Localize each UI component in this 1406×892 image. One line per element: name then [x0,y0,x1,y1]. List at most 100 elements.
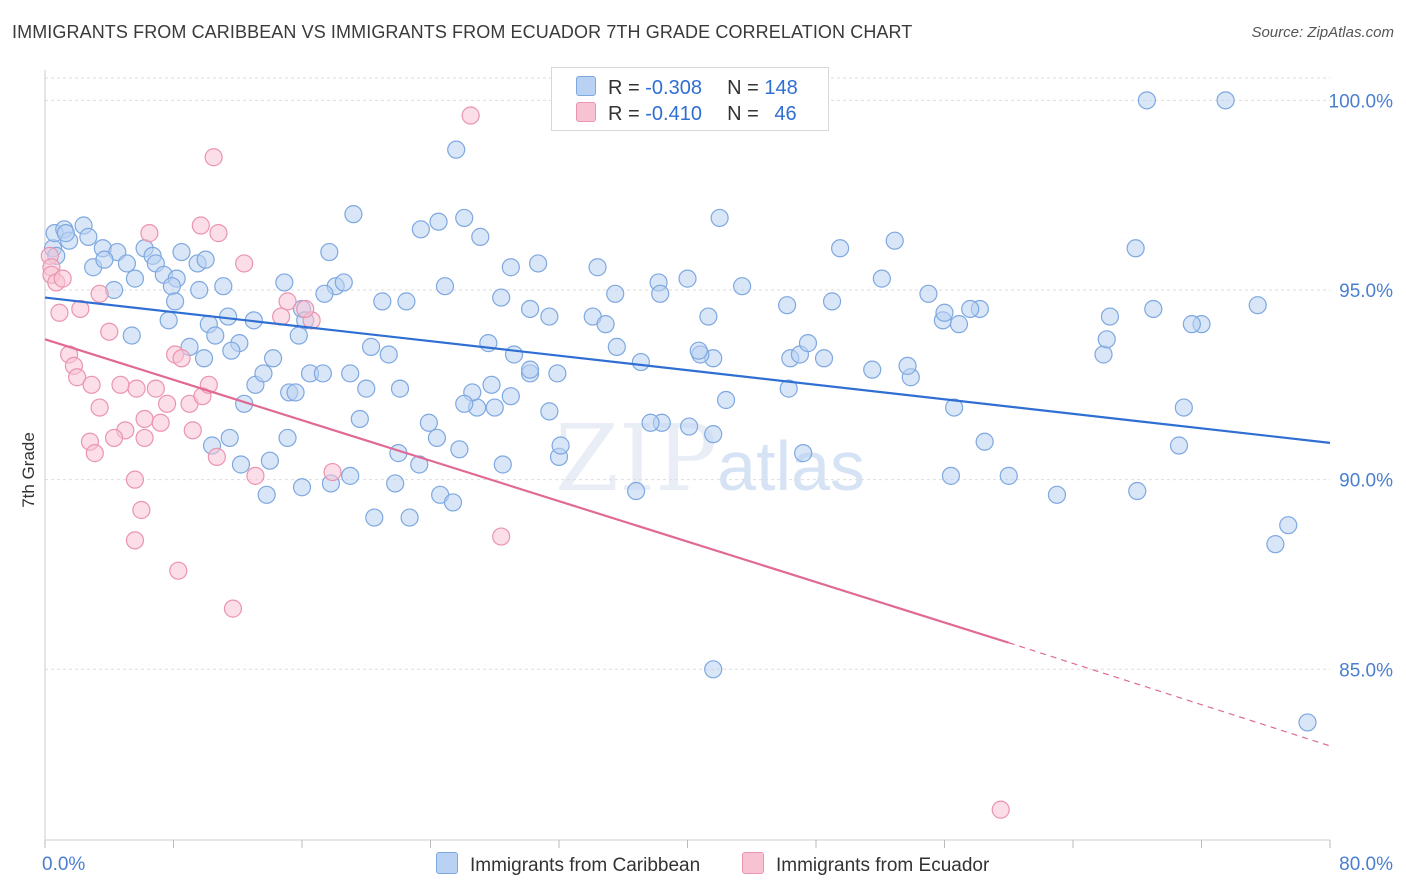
ecuador-trend-line [44,338,1010,644]
caribbean-point [945,398,964,417]
caribbean-point [814,349,834,368]
gridlines [45,77,1330,670]
ecuador-point [461,106,480,125]
caribbean-point [716,390,736,410]
caribbean-point [798,334,818,353]
caribbean-point [822,292,842,311]
ecuador-point [209,224,228,243]
legend-r-label: R = [608,103,640,125]
caribbean-point [493,455,512,474]
legend-n-label: N = [727,103,759,125]
caribbean-point [257,485,276,504]
caribbean-point [220,428,239,448]
ecuador-point [135,428,154,448]
caribbean-point [292,478,312,497]
caribbean-point [999,466,1018,485]
ecuador-point [90,398,109,417]
caribbean-point [501,387,520,406]
caribbean-point [254,364,273,383]
caribbean-point [427,428,447,448]
caribbean-point [214,277,233,296]
caribbean-point [313,364,332,383]
caribbean-point [678,269,697,288]
caribbean-point [162,277,181,296]
caribbean-point [492,288,511,307]
caribbean-point [410,455,429,474]
caribbean-point [79,227,98,246]
caribbean-point [450,440,469,459]
caribbean-point [361,337,381,356]
caribbean-point [260,451,279,470]
y-tick-label: 90.0% [1339,471,1393,492]
y-tick-label: 85.0% [1339,660,1393,681]
caribbean-point [125,269,145,288]
caribbean-point [1174,398,1193,417]
caribbean-point [435,277,455,296]
caribbean-point [1094,345,1113,364]
caribbean-points [43,91,1317,732]
caribbean-point [607,337,626,356]
caribbean-point [429,212,448,231]
ecuador-point [71,299,90,319]
caribbean-point [504,345,524,364]
bottom-legend-swatch-ecuador [742,852,764,874]
caribbean-point [1047,485,1067,504]
caribbean-point [315,284,334,303]
caribbean-point [1298,713,1317,732]
caribbean-point [400,508,419,527]
caribbean-point [935,303,954,322]
caribbean-point [419,413,438,432]
bottom-legend-ecuador: Immigrants from Ecuador [742,852,989,877]
caribbean-point [529,254,548,273]
axes [44,70,1331,848]
caribbean-point [885,231,904,250]
caribbean-point [386,474,405,493]
caribbean-point [626,481,646,501]
legend-r-value: -0.410 [645,103,702,125]
caribbean-point [777,296,797,315]
caribbean-point [56,224,75,243]
ecuador-point [157,394,177,413]
caribbean-point [1097,330,1116,349]
ecuador-point [151,413,170,432]
chart-title: IMMIGRANTS FROM CARIBBEAN VS IMMIGRANTS … [12,22,913,42]
caribbean-point [941,466,961,485]
caribbean-point [680,417,699,436]
caribbean-point [651,284,670,303]
bottom-legend-label-caribbean: Immigrants from Caribbean [470,855,701,876]
legend-n-value: 148 [764,77,798,99]
caribbean-point [166,292,185,311]
ecuador-point [146,379,165,398]
caribbean-point [733,277,752,296]
caribbean-point [1182,315,1201,334]
caribbean-point [588,258,607,277]
caribbean-point [320,242,339,262]
y-axis-label: 7th Grade [19,432,38,508]
caribbean-point [447,140,466,159]
trend-lines [44,296,1331,747]
ecuador-point [296,299,315,319]
legend: R = -0.308 N = 148 R = -0.410 N = 46 [551,67,829,131]
caribbean-point [341,364,360,383]
ecuador-point [125,531,145,550]
ecuador-point [204,148,223,167]
ecuador-point [85,444,104,463]
legend-n-value: 46 [774,103,797,125]
ecuador-point [82,375,101,394]
caribbean-point [341,466,360,485]
ecuador-point [53,269,72,288]
caribbean-point [278,428,297,448]
caribbean-point [551,436,570,455]
ecuador-point [183,421,202,440]
caribbean-point [194,349,214,368]
caribbean-point [501,258,520,277]
caribbean-point [172,242,191,262]
caribbean-point [1266,535,1285,554]
ecuador-point [50,303,69,322]
caribbean-point [390,379,410,398]
caribbean-point [919,284,938,303]
y-tick-label: 95.0% [1339,281,1393,302]
caribbean-point [482,375,501,394]
caribbean-point [455,208,474,228]
caribbean-point [1169,436,1189,455]
